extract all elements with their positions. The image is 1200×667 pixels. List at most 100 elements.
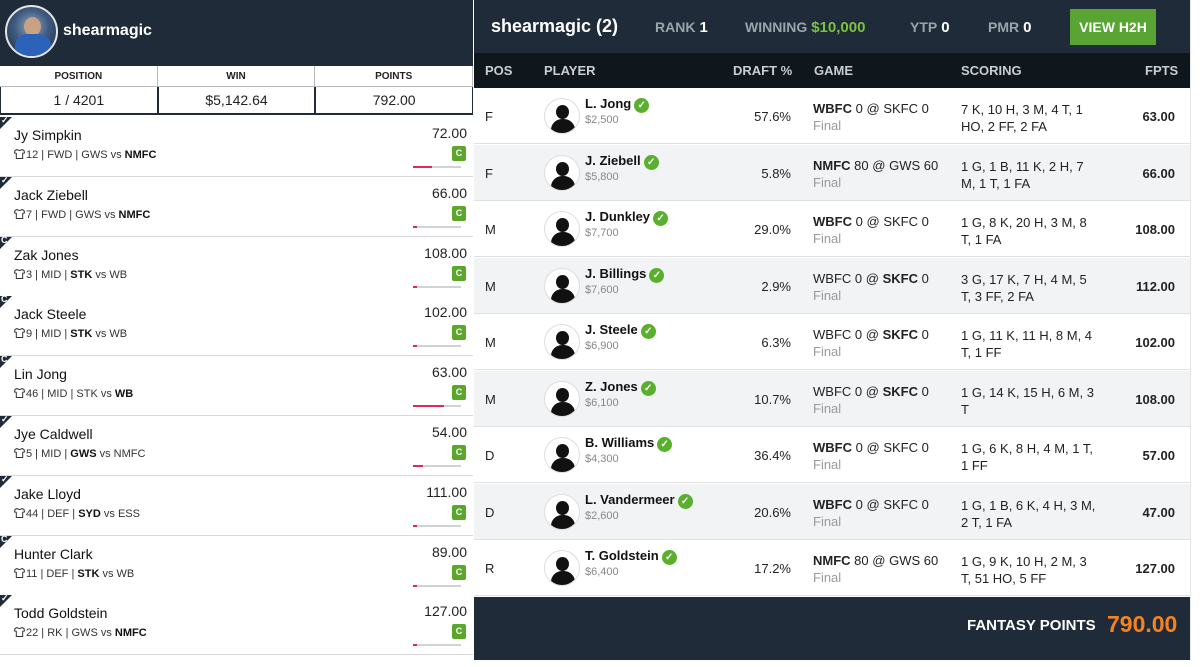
- fantasy-points: 66.00: [1142, 165, 1175, 181]
- player-name[interactable]: Jy Simpkin: [14, 127, 82, 143]
- captain-corner-marker: [0, 535, 12, 548]
- team-1: WBFC: [813, 440, 852, 455]
- draft-column-header[interactable]: DRAFT %: [733, 63, 793, 78]
- player-salary: $2,500: [585, 114, 619, 126]
- player-points: 111.00: [426, 483, 467, 500]
- summary-values-row: 1 / 4201 $5,142.64 792.00: [0, 87, 473, 115]
- team-1: WBFC: [813, 383, 852, 399]
- player-name[interactable]: J. Dunkley ✓: [585, 209, 669, 226]
- lineup-username[interactable]: shearmagic: [63, 22, 152, 39]
- player-name-text[interactable]: J. Billings: [585, 265, 647, 281]
- player-name[interactable]: Jake Lloyd: [14, 485, 81, 502]
- table-row[interactable]: M J. Steele ✓ $6,900 6.3% WBFC 0 @ SKFC 0 Fina…: [474, 314, 1190, 370]
- player-name[interactable]: L. Jong ✓: [585, 96, 650, 113]
- user-avatar[interactable]: [5, 5, 58, 58]
- team-1-score: 80: [854, 157, 869, 173]
- view-h2h-button[interactable]: VIEW H2H: [1070, 9, 1156, 45]
- check-icon: ✓: [1, 115, 9, 125]
- time-progress-fill: [413, 584, 417, 587]
- jersey-number: 9: [26, 328, 33, 341]
- player-name-text[interactable]: J. Dunkley: [585, 209, 651, 224]
- player-name-text[interactable]: J. Ziebell: [585, 152, 641, 168]
- lineup-row[interactable]: C Zak Jones 3 | MID | STK vs WB 108.00 C: [0, 235, 473, 297]
- table-row[interactable]: M J. Dunkley ✓ $7,700 29.0% WBFC 0 @ SKFC 0 Fi…: [474, 201, 1190, 257]
- table-row[interactable]: R T. Goldstein ✓ $6,400 17.2% NMFC 80 @ GWS 6…: [474, 540, 1190, 596]
- scoring-column-header[interactable]: SCORING: [961, 63, 1022, 78]
- player-name[interactable]: L. Vandermeer ✓: [585, 492, 693, 509]
- team-2-score: 0: [921, 327, 929, 342]
- game-column-header[interactable]: GAME: [814, 63, 853, 78]
- scoring-breakdown: 1 G, 9 K, 10 H, 2 M, 3 T, 51 HO, 5 FF: [961, 554, 1087, 586]
- player-name-text[interactable]: J. Steele: [585, 322, 638, 337]
- time-progress-fill: [413, 166, 433, 168]
- player-name-text[interactable]: Z. Jones: [585, 378, 638, 394]
- away-team: ESS: [117, 507, 140, 520]
- table-row[interactable]: F J. Ziebell ✓ $5,800 5.8% NMFC 80 @ GWS 60 Fi…: [474, 144, 1190, 201]
- winning-stat: WINNING $10,000: [745, 19, 865, 36]
- player-silhouette-icon: [544, 493, 580, 530]
- team-2: GWS: [889, 553, 921, 568]
- time-progress-fill: [413, 524, 417, 527]
- player-position: D: [485, 448, 495, 463]
- home-team: STK: [70, 328, 93, 341]
- lineup-row[interactable]: ✓ Jake Lloyd 44 | DEF | SYD vs ESS 111.00 C: [0, 473, 473, 536]
- player-name[interactable]: B. Williams ✓: [585, 435, 673, 452]
- player-name-text[interactable]: L. Vandermeer: [585, 491, 675, 507]
- lineup-panel: shearmagic POSITION WIN POINTS 1 / 4201 …: [0, 0, 473, 660]
- player-name[interactable]: T. Goldstein ✓: [585, 548, 677, 565]
- lineup-row[interactable]: ✓ Jack Ziebell 7 | FWD | GWS vs NMFC 66.00 C: [0, 174, 473, 237]
- lineup-row[interactable]: C Lin Jong 46 | MID | STK vs WB 63.00 C: [0, 354, 473, 417]
- captain-corner-marker: [0, 416, 12, 428]
- fantasy-points: 108.00: [1135, 391, 1175, 407]
- game-score: WBFC 0 @ SKFC 0: [813, 101, 929, 116]
- check-icon: ✓: [1, 174, 9, 185]
- table-row[interactable]: D L. Vandermeer ✓ $2,600 20.6% WBFC 0 @ SKFC …: [474, 483, 1190, 540]
- player-name[interactable]: J. Ziebell ✓: [585, 153, 659, 170]
- table-row[interactable]: F L. Jong ✓ $2,500 57.6% WBFC 0 @ SKFC 0 Final…: [474, 88, 1190, 144]
- player-name[interactable]: Zak Jones: [14, 246, 79, 263]
- player-name-text[interactable]: L. Jong: [585, 96, 632, 111]
- table-row[interactable]: M J. Billings ✓ $7,600 2.9% WBFC 0 @ SKFC 0 Fi…: [474, 257, 1190, 314]
- player-name[interactable]: Jye Caldwell: [14, 426, 93, 442]
- check-icon: ✓: [657, 437, 673, 452]
- table-row[interactable]: M Z. Jones ✓ $6,100 10.7% WBFC 0 @ SKFC 0 Fina…: [474, 370, 1190, 427]
- player-name[interactable]: Todd Goldstein: [14, 605, 108, 622]
- versus-text: vs: [110, 149, 122, 161]
- player-name[interactable]: J. Steele ✓: [585, 322, 656, 339]
- at-symbol: @: [865, 327, 879, 342]
- lineup-row[interactable]: ✓ Todd Goldstein 22 | RK | GWS vs NMFC 127.…: [0, 593, 473, 656]
- team-2-score: 60: [923, 157, 939, 173]
- team-2-score: 0: [921, 440, 929, 455]
- lineup-row[interactable]: ✓ Jy Simpkin 12 | FWD | GWS vs NMFC 72.00 C: [0, 115, 473, 177]
- team-2: GWS: [889, 157, 921, 173]
- lineup-row[interactable]: C Jack Steele 9 | MID | STK vs WB 102.00 C: [0, 294, 473, 357]
- status-badge: C: [452, 564, 466, 580]
- team-2: SKFC: [883, 101, 918, 116]
- lineup-row[interactable]: ✓ Jye Caldwell 5 | MID | GWS vs NMFC 54.00 C: [0, 414, 473, 476]
- fpts-column-header[interactable]: FPTS: [1145, 63, 1179, 78]
- check-icon: ✓: [1, 414, 9, 424]
- team-1: WBFC: [813, 327, 852, 342]
- time-progress-bar: [413, 465, 461, 467]
- scoring-breakdown: 1 G, 8 K, 20 H, 3 M, 8 T, 1 FA: [961, 215, 1087, 247]
- player-position: MID: [41, 268, 62, 281]
- draft-percentage: 10.7%: [754, 391, 791, 407]
- player-position: M: [485, 222, 496, 237]
- player-name[interactable]: J. Billings ✓: [585, 265, 665, 283]
- player-name[interactable]: Lin Jong: [14, 366, 67, 383]
- check-icon: ✓: [1, 473, 9, 484]
- player-name[interactable]: Jack Ziebell: [14, 186, 88, 203]
- at-symbol: @: [866, 496, 880, 512]
- status-badge: C: [452, 445, 466, 460]
- player-column-header[interactable]: PLAYER: [544, 63, 596, 78]
- player-name[interactable]: Hunter Clark: [14, 545, 93, 562]
- lineup-row[interactable]: C Hunter Clark 11 | DEF | STK vs WB 89.00 C: [0, 534, 473, 596]
- player-name[interactable]: Jack Steele: [14, 306, 87, 323]
- player-name-text[interactable]: T. Goldstein: [585, 548, 659, 563]
- position-column-header: POSITION: [0, 66, 158, 87]
- captain-corner-marker: [0, 236, 12, 249]
- pos-column-header[interactable]: POS: [485, 63, 513, 78]
- player-name-text[interactable]: B. Williams: [585, 435, 655, 450]
- player-name[interactable]: Z. Jones ✓: [585, 379, 656, 396]
